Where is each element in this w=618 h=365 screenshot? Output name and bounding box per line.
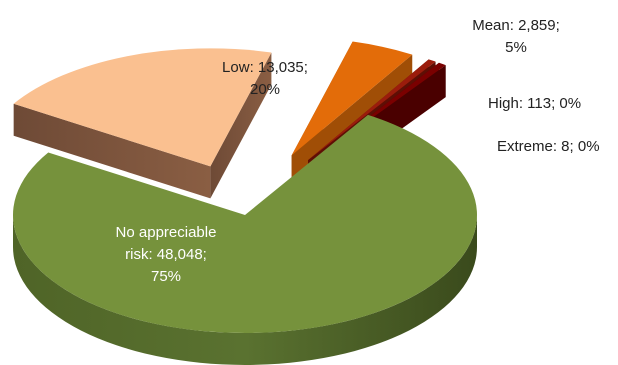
pie-labels: No appreciable risk: 48,048; 75% Low: 13,03… xyxy=(116,17,600,285)
data-label: High: 113; 0% xyxy=(488,95,581,112)
data-label: Low: 13,035; 20% xyxy=(222,59,308,98)
pie-slice-face xyxy=(210,52,272,199)
pie-slice-face xyxy=(13,103,211,199)
data-label: Extreme: 8; 0% xyxy=(497,138,600,155)
pie-slice xyxy=(291,41,413,156)
pie-slice-side xyxy=(13,215,477,365)
pie-slice xyxy=(308,59,436,161)
pie-slice xyxy=(13,114,477,334)
pie-slices xyxy=(13,41,477,334)
pie-slice xyxy=(13,48,272,167)
data-label: No appreciable risk: 48,048; 75% xyxy=(116,224,217,285)
data-label: Mean: 2,859; 5% xyxy=(472,17,560,56)
